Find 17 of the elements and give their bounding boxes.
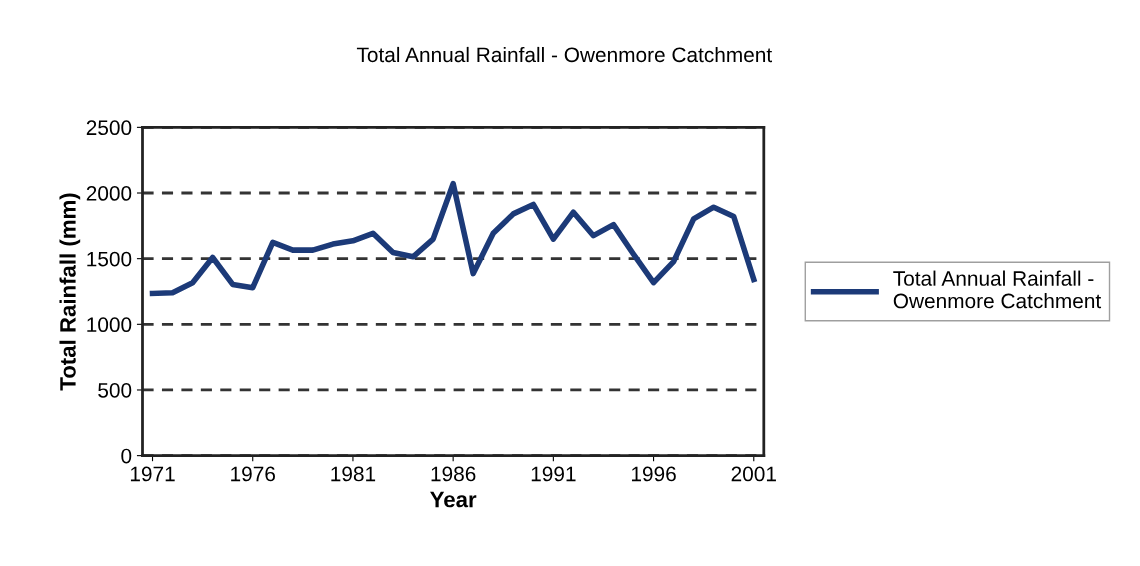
y-tick-label: 1000 [87, 317, 132, 333]
x-tick-label: 2001 [731, 466, 776, 482]
x-tick-label: 1976 [231, 466, 275, 482]
x-tick-label: 1986 [431, 466, 476, 482]
y-tick-label: 1500 [87, 251, 132, 267]
x-tick-label: 1971 [130, 466, 175, 482]
y-tick-label: 2500 [86, 120, 132, 136]
x-axis-title: Year [430, 491, 477, 508]
legend-label: Total Annual Rainfall - Owenmore Catchment [893, 270, 1102, 309]
y-tick-label: 0 [121, 448, 132, 464]
y-tick-label: 2000 [86, 186, 132, 201]
x-tick-label: 1991 [531, 466, 576, 482]
x-tick-label: 1996 [631, 466, 676, 482]
y-axis-title: Total Rainfall (mm) [59, 193, 81, 391]
y-tick-label: 500 [98, 382, 132, 398]
x-tick-label: 1981 [331, 466, 376, 482]
chart-title: Total Annual Rainfall - Owenmore Catchment [356, 46, 773, 63]
